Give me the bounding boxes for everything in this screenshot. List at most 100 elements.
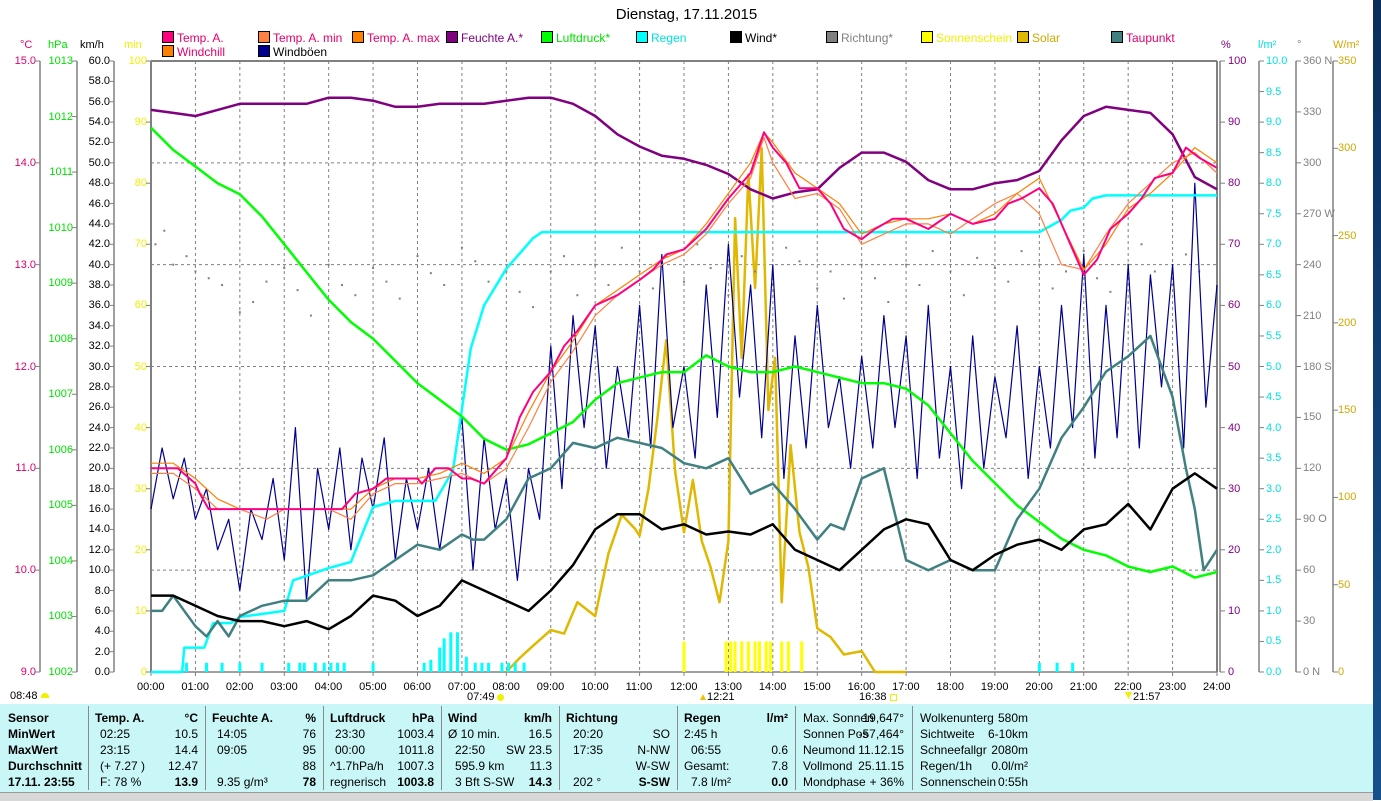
time-tick-label: 06:00: [403, 681, 432, 693]
series-point-richtung: [873, 277, 876, 280]
tick-label-solar: 100: [1338, 491, 1357, 504]
sensor-header: Sensor: [8, 711, 49, 725]
series-point-richtung: [829, 270, 832, 273]
tick-label-direction: 270 W: [1303, 207, 1335, 220]
visibility-value: 6-10km: [987, 727, 1028, 741]
legend-item[interactable]: Taupunkt: [1111, 31, 1175, 45]
temp-feel: F: 78 %: [100, 775, 142, 789]
rain-max-value: 0.6: [771, 743, 788, 757]
tick-label-rain: 5.5: [1266, 329, 1282, 342]
series-point-richtung: [429, 272, 432, 275]
wind-max-time: 22:50: [455, 743, 486, 757]
tick-label-temp: 14.0: [14, 156, 36, 169]
rain-current-value: 0.0: [771, 775, 788, 789]
time-tick-label: 13:00: [714, 681, 742, 693]
tick-label-wind: 24.0: [88, 421, 110, 434]
wind-avg-label: Ø 10 min.: [448, 727, 501, 741]
series-point-richtung: [443, 284, 446, 287]
tick-label-minutes: 30: [134, 482, 147, 495]
tick-label-pressure: 1008: [48, 332, 73, 345]
series-point-richtung: [1140, 243, 1143, 246]
series-bar-sonnenschein: [753, 641, 757, 672]
pressure-min-time: 23:30: [335, 727, 366, 741]
series-point-richtung: [785, 246, 788, 249]
legend-item[interactable]: Temp. A.: [162, 31, 224, 45]
series-point-richtung: [1064, 270, 1067, 273]
legend-item[interactable]: Windböen: [258, 45, 327, 59]
tick-label-wind: 16.0: [88, 503, 110, 516]
tick-label-wind: 58.0: [88, 75, 110, 88]
series-bar-regen-balken: [336, 662, 340, 672]
legend-item[interactable]: Wind*: [730, 31, 777, 45]
series-point-richtung: [531, 306, 534, 309]
tick-label-direction: 180 S: [1303, 360, 1332, 373]
tick-label-wind: 12.0: [88, 543, 110, 556]
series-point-richtung: [172, 263, 175, 266]
series-line-temp-a: [151, 131, 1218, 511]
series-point-richtung: [398, 297, 401, 300]
legend-item[interactable]: Luftdruck*: [541, 31, 610, 45]
tick-label-wind: 10.0: [88, 564, 110, 577]
moonrise-icon: [1125, 692, 1132, 699]
series-bar-regen-balken: [429, 659, 433, 672]
series-bar-regen-balken: [220, 662, 224, 672]
direction-header: Richtung: [566, 711, 618, 725]
legend-item[interactable]: Windchill: [162, 45, 225, 59]
tick-label-minutes: 80: [134, 177, 147, 190]
series-line-regen: [151, 194, 1217, 674]
legend-item[interactable]: Sonnenschein: [921, 31, 1012, 45]
time-tick-label: 03:00: [270, 681, 298, 693]
legend-item[interactable]: Feuchte A.*: [446, 31, 523, 45]
series-bar-regen-balken: [522, 662, 526, 672]
new-moon-label: Neumond: [803, 743, 856, 757]
series-bar-regen-balken: [287, 662, 291, 672]
legend-swatch: [258, 31, 270, 43]
column-divider: [205, 706, 206, 790]
tick-label-pressure: 1013: [48, 55, 73, 67]
legend-label: Windböen: [273, 45, 328, 59]
tick-label-temp: 13.0: [14, 258, 36, 271]
series-point-richtung: [474, 260, 477, 263]
wind-mean-value: 11.3: [529, 759, 552, 773]
tick-label-wind: 34.0: [88, 319, 110, 332]
legend-item[interactable]: Regen: [636, 31, 686, 45]
humidity-current-value: 78: [302, 775, 316, 789]
time-tick-label: 20:00: [1025, 681, 1053, 693]
sunrise-time: 07:49: [467, 691, 495, 703]
rain-max-time: 06:55: [691, 743, 722, 757]
noon-time: 12:21: [707, 691, 735, 703]
noon-icon: [700, 694, 706, 700]
moon-phase-value: + 36%: [869, 775, 904, 789]
tick-label-minutes: 70: [134, 238, 147, 251]
tick-label-humidity: 30: [1228, 482, 1241, 495]
snowline-label: Schneefallgr: [920, 743, 987, 757]
minwert-label: MinWert: [8, 727, 56, 741]
legend-swatch: [921, 31, 933, 43]
humidity-avg-value: 88: [302, 759, 316, 773]
legend-item[interactable]: Solar: [1017, 31, 1060, 45]
series-bar-regen-balken: [473, 662, 477, 672]
legend-swatch: [258, 45, 270, 57]
cloud-base-value: 580m: [997, 711, 1028, 725]
tick-label-pressure: 1004: [48, 554, 73, 567]
series-line-temp-a-max: [151, 131, 1218, 510]
stats-wind-column: Wind km/h Ø 10 min. 16.5 22:50 SW 23.5 5…: [442, 704, 558, 792]
legend-label: Feuchte A.*: [461, 31, 524, 45]
legend-item[interactable]: Temp. A. max: [352, 31, 440, 45]
legend-label: Regen: [651, 31, 687, 45]
sunset-time: 16:38: [859, 691, 887, 703]
legend-label: Solar: [1032, 31, 1061, 45]
tick-label-direction: 330: [1303, 105, 1322, 118]
stats-rain-column: Regen l/m² 2:45 h 06:55 0.6 Gesamt: 7.8 …: [678, 704, 794, 792]
series-point-richtung: [976, 256, 979, 259]
series-line-windb-en: [150, 182, 1218, 602]
legend-swatch: [162, 31, 174, 43]
pressure-max-time: 00:00: [335, 743, 366, 757]
tick-label-wind: 44.0: [88, 217, 110, 230]
legend-item[interactable]: Richtung*: [826, 31, 893, 45]
direction-max-value: N-NW: [637, 743, 670, 757]
legend-item[interactable]: Temp. A. min: [258, 31, 342, 45]
series-point-richtung: [816, 287, 819, 290]
series-bar-regen-balken: [1055, 662, 1059, 672]
moonrise-time: 21:57: [1133, 691, 1161, 703]
